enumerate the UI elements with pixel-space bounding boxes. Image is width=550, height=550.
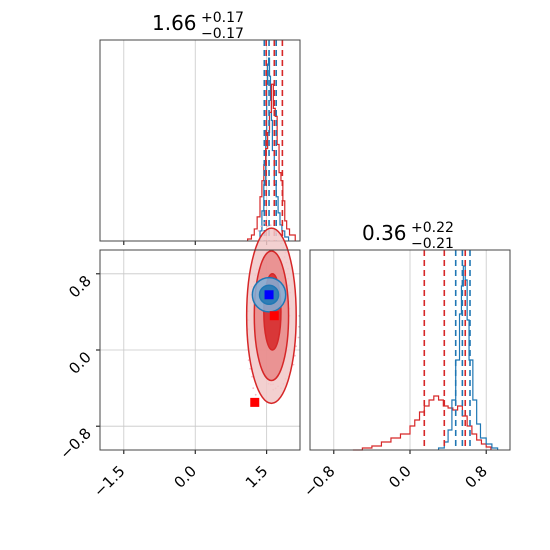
joint-panel-tick-label-y: −0.8 bbox=[56, 424, 94, 462]
marker-square bbox=[250, 397, 260, 407]
marginal-histogram-x bbox=[99, 39, 301, 245]
joint-panel-tick-label-x: −1.5 bbox=[90, 462, 128, 500]
sample-point bbox=[297, 336, 300, 339]
joint-panel-tick-label-y: 0.8 bbox=[65, 272, 95, 302]
right-panel-tick-label-x: 0.0 bbox=[385, 462, 415, 492]
red-histogram bbox=[352, 395, 492, 451]
joint-panel-tick-label-x: 1.5 bbox=[242, 462, 272, 492]
sample-point bbox=[260, 225, 263, 228]
joint-panel-frame bbox=[99, 249, 301, 451]
joint-panel-tick-label-x: 0.0 bbox=[170, 462, 200, 492]
title-right-plus: +0.22 bbox=[411, 220, 454, 236]
top-panel-frame bbox=[99, 39, 301, 242]
marker-square bbox=[264, 290, 274, 300]
sample-point bbox=[294, 354, 296, 357]
sample-point bbox=[292, 363, 295, 366]
marker-square bbox=[269, 311, 279, 321]
blue-histogram bbox=[437, 265, 499, 450]
sample-point bbox=[257, 229, 260, 232]
sample-point bbox=[263, 222, 266, 224]
sample-point bbox=[249, 367, 252, 370]
right-panel-tick-label-x: 0.8 bbox=[461, 462, 491, 492]
right-panel-frame bbox=[309, 249, 511, 451]
title-top-minus: −0.17 bbox=[201, 26, 244, 42]
sample-point bbox=[254, 393, 257, 396]
title-top-plus: +0.17 bbox=[201, 10, 244, 26]
sample-point bbox=[298, 325, 300, 328]
right-panel-tick-label-x: −0.8 bbox=[300, 462, 338, 500]
sample-point bbox=[295, 345, 297, 348]
red-histogram bbox=[247, 83, 296, 241]
sample-point bbox=[247, 359, 250, 362]
title-top-value: 1.66 bbox=[152, 11, 197, 35]
sample-point bbox=[269, 224, 272, 227]
title-right-value: 0.36 bbox=[362, 221, 407, 245]
title-right-minus: −0.21 bbox=[411, 236, 454, 252]
sample-point bbox=[252, 387, 255, 390]
marginal-histogram-y: −0.8 0.0 0.8 bbox=[300, 249, 511, 501]
sample-point bbox=[251, 375, 254, 378]
sample-point bbox=[266, 225, 269, 228]
joint-panel-tick-label-y: 0.0 bbox=[65, 348, 95, 378]
panel-titles: 1.66 +0.17 −0.17 0.36 +0.22 −0.21 bbox=[152, 10, 454, 252]
joint-scatter-panel: −1.5 0.0 1.5 −0.8 0.0 0.8 bbox=[56, 222, 301, 501]
